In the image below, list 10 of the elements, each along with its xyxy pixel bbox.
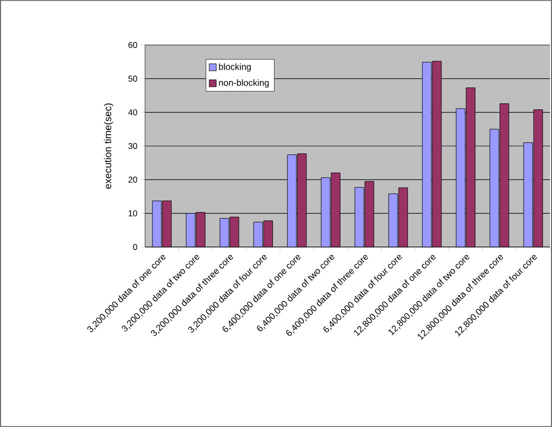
y-tick-label: 60 bbox=[128, 42, 138, 48]
legend-label: blocking bbox=[219, 63, 251, 72]
y-tick-label: 50 bbox=[128, 76, 138, 82]
y-tick-label: 30 bbox=[128, 143, 138, 149]
legend-label: non-blocking bbox=[219, 79, 269, 88]
y-tick-label: 10 bbox=[128, 210, 138, 216]
y-axis-title: execution time(sec) bbox=[104, 103, 114, 189]
y-tick-label: 20 bbox=[128, 176, 138, 183]
y-tick-label: 40 bbox=[128, 109, 138, 116]
y-tick-label: 0 bbox=[133, 244, 138, 250]
